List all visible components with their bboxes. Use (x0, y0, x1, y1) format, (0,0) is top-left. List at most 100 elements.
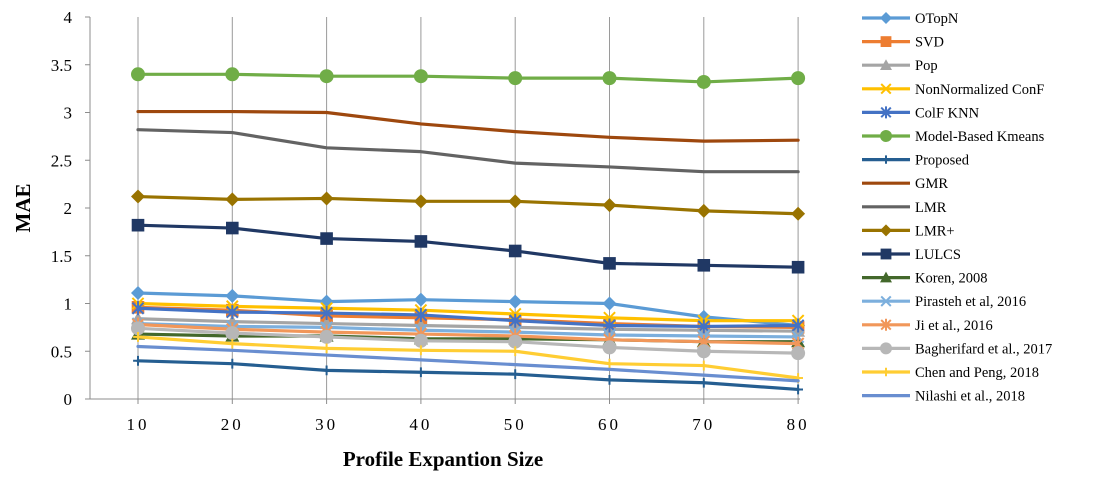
data-point (603, 318, 616, 333)
legend-swatch-marker (880, 12, 892, 24)
y-tick-label: 0 (64, 390, 73, 409)
axis-layer: 0 0.5 1 1.5 2 2.5 3 3.5 4 10 20 30 40 50 60 70 80 (51, 8, 810, 434)
data-point (791, 206, 806, 221)
legend-item-2: Pop (862, 58, 938, 74)
legend-label: Proposed (915, 153, 970, 169)
data-point (416, 367, 426, 378)
series-line (136, 322, 800, 346)
legend-label: LMR+ (915, 223, 955, 239)
data-point (226, 221, 239, 235)
legend-swatch-marker (880, 224, 892, 237)
data-point (225, 288, 240, 303)
series-line (136, 291, 800, 328)
data-point (791, 318, 805, 333)
series-7 (136, 109, 800, 143)
data-point (319, 69, 334, 84)
legend-label: Nilashi et al., 2018 (915, 389, 1025, 405)
data-point (321, 343, 332, 354)
series-15 (133, 332, 803, 383)
legend-item-1: SVD (862, 35, 944, 51)
legend-label: Pirasteh et al, 2016 (915, 294, 1026, 310)
data-point (131, 285, 145, 300)
legend-swatch-marker (880, 130, 892, 142)
data-point (320, 306, 333, 321)
data-point (131, 321, 145, 336)
legend-item-12: Pirasteh et al, 2016 (862, 294, 1026, 310)
legend-item-16: Nilashi et al., 2018 (862, 389, 1025, 405)
series-14 (131, 321, 806, 361)
x-tick-label: 70 (692, 415, 715, 434)
legend-swatch-marker (881, 155, 891, 164)
data-point (225, 326, 240, 341)
legend-swatch-marker (880, 36, 892, 47)
y-tick-label: 2.5 (51, 151, 72, 170)
legend-label: Ji et al., 2016 (915, 318, 993, 334)
legend-item-7: GMR (862, 176, 948, 192)
data-point (791, 71, 806, 86)
data-point (698, 360, 709, 371)
data-point (698, 377, 709, 388)
y-tick-label: 3.5 (51, 56, 72, 75)
series-16 (136, 344, 800, 383)
data-point (225, 305, 239, 320)
x-axis-title: Profile Expantion Size (343, 447, 543, 471)
legend-swatch-marker (881, 367, 891, 377)
data-point (319, 191, 334, 206)
data-point (510, 346, 521, 357)
legend-label: SVD (915, 35, 944, 51)
data-point (791, 260, 805, 274)
series-line (136, 109, 800, 143)
data-point (414, 235, 428, 248)
y-tick-label: 1.5 (51, 247, 72, 266)
legend-swatch-marker (880, 318, 892, 331)
series-5 (131, 67, 806, 89)
data-point (696, 344, 711, 359)
legend-item-4: ColF KNN (862, 105, 980, 121)
legend-label: ColF KNN (915, 105, 980, 121)
data-point (133, 355, 143, 366)
series-line (136, 306, 800, 329)
series-4 (131, 301, 805, 334)
data-point (697, 319, 711, 334)
data-point (413, 194, 428, 209)
y-tick-label: 1 (64, 295, 73, 314)
legend-label: Chen and Peng, 2018 (915, 365, 1039, 381)
x-tick-label: 60 (598, 415, 621, 434)
series-line (136, 335, 800, 380)
legend-swatch-marker (880, 248, 892, 260)
x-tick-label: 10 (127, 415, 150, 434)
legend-label: Koren, 2008 (915, 271, 988, 287)
legend: OTopN SVD Pop NonNormalized ConF ColF KNN Mod… (862, 11, 1052, 405)
data-point (321, 365, 332, 376)
data-point (319, 329, 334, 344)
series-9 (131, 189, 806, 221)
data-point (508, 334, 523, 349)
data-point (508, 71, 523, 86)
legend-item-6: Proposed (862, 153, 970, 169)
data-point (791, 346, 806, 361)
series-layer (131, 67, 806, 395)
legend-item-3: NonNormalized ConF (862, 82, 1044, 98)
data-point (510, 369, 521, 380)
x-tick-label: 80 (787, 415, 810, 434)
series-6 (133, 355, 803, 395)
data-point (133, 332, 143, 342)
series-line (136, 223, 800, 269)
data-point (508, 313, 522, 328)
legend-swatch-marker (880, 342, 892, 355)
series-line (136, 317, 800, 333)
legend-item-8: LMR (862, 200, 947, 216)
legend-label: LMR (915, 200, 947, 216)
series-8 (136, 128, 800, 174)
y-tick-label: 3 (64, 104, 73, 123)
legend-swatch-marker (880, 295, 892, 307)
data-point (320, 232, 333, 245)
legend-item-9: LMR+ (862, 223, 955, 239)
legend-item-0: OTopN (862, 11, 959, 27)
series-line (136, 344, 800, 383)
data-point (697, 259, 711, 272)
y-tick-label: 4 (64, 8, 73, 27)
data-point (508, 194, 523, 209)
legend-swatch-marker (880, 59, 892, 70)
